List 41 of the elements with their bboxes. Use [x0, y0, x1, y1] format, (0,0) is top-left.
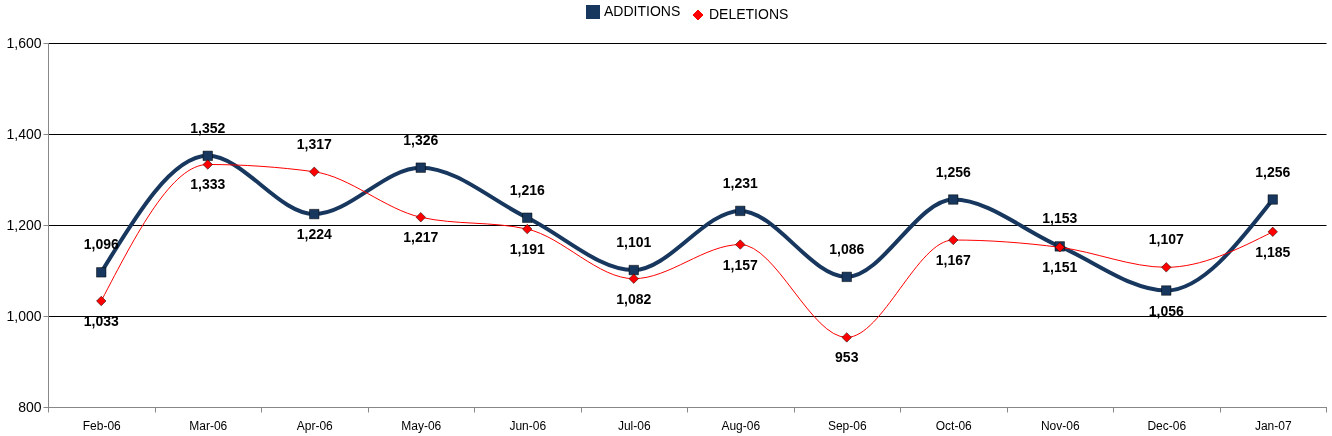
x-tick-label: Nov-06	[1040, 418, 1080, 433]
x-tick-label: Jul-06	[617, 418, 651, 433]
y-tick-label: 1,400	[6, 125, 42, 142]
x-tick-label: Dec-06	[1147, 418, 1187, 433]
data-label: 953	[835, 349, 859, 366]
data-label: 1,082	[616, 290, 652, 307]
data-label: 1,231	[722, 174, 758, 191]
data-label: 1,101	[616, 234, 652, 251]
x-tick-label: Mar-06	[189, 418, 228, 433]
y-tick-label: 1,000	[6, 307, 42, 324]
data-label: 1,256	[935, 163, 971, 180]
legend-label: ADDITIONS	[604, 3, 681, 19]
data-label: 1,191	[509, 241, 545, 258]
data-label: 1,167	[935, 252, 971, 269]
data-label: 1,333	[190, 176, 226, 193]
x-tick-label: Apr-06	[296, 418, 334, 433]
x-tick-label: May-06	[401, 418, 442, 433]
x-tick-label: Jan-07	[1254, 418, 1292, 433]
x-tick-label: Aug-06	[721, 418, 761, 433]
data-label: 1,326	[403, 131, 439, 148]
data-label: 1,185	[1255, 243, 1291, 260]
data-label: 1,256	[1255, 163, 1291, 180]
x-tick-label: Oct-06	[935, 418, 973, 433]
data-label: 1,086	[829, 240, 865, 257]
x-tick-label: Jun-06	[509, 418, 547, 433]
x-tick-label: Sep-06	[827, 418, 867, 433]
data-label: 1,224	[296, 226, 332, 243]
data-label: 1,107	[1148, 231, 1184, 248]
data-label: 1,317	[296, 135, 332, 152]
y-tick-label: 1,600	[6, 34, 42, 51]
data-label: 1,216	[509, 181, 545, 198]
data-label: 1,151	[1042, 259, 1078, 276]
data-label: 1,352	[190, 119, 226, 136]
data-label: 1,153	[1042, 210, 1078, 227]
data-label: 1,157	[722, 256, 758, 273]
y-tick-label: 800	[18, 398, 42, 415]
x-tick-label: Feb-06	[82, 418, 122, 433]
data-label: 1,217	[403, 229, 439, 246]
y-tick-label: 1,200	[6, 216, 42, 233]
legend-label: DELETIONS	[709, 6, 789, 22]
data-label: 1,056	[1148, 302, 1184, 319]
